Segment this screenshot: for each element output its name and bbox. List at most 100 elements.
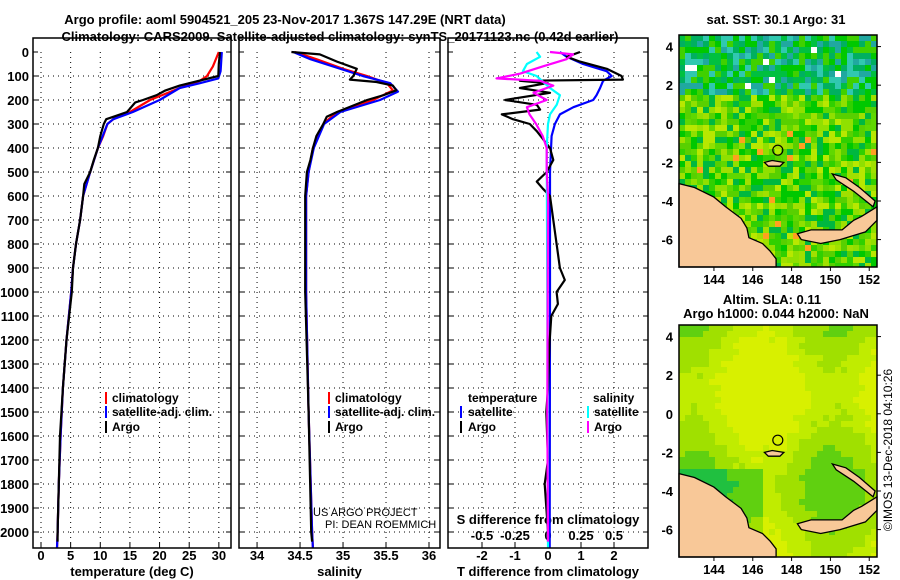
field-cell [751, 101, 757, 107]
field-cell [841, 367, 847, 373]
field-cell [739, 77, 745, 83]
field-cell [781, 553, 787, 557]
field-cell [685, 367, 691, 373]
field-cell [775, 487, 781, 493]
field-cell [847, 95, 853, 101]
field-cell [841, 107, 847, 113]
field-cell [829, 433, 835, 439]
field-cell [787, 493, 793, 499]
field-cell [823, 77, 829, 83]
field-cell [859, 547, 865, 553]
field-cell [805, 433, 811, 439]
field-cell [685, 373, 691, 379]
field-cell [763, 427, 769, 433]
field-cell [739, 439, 745, 445]
field-cell [715, 451, 721, 457]
field-cell [835, 89, 841, 95]
field-cell [745, 385, 751, 391]
field-cell [817, 83, 823, 89]
field-cell [829, 373, 835, 379]
field-cell [811, 221, 817, 227]
x-tick-label: 34.5 [287, 548, 312, 563]
field-cell [781, 511, 787, 517]
field-cell [871, 83, 877, 89]
field-cell [703, 155, 709, 161]
field-cell [841, 391, 847, 397]
field-cell [727, 463, 733, 469]
field-cell [859, 553, 865, 557]
field-cell [757, 119, 763, 125]
field-cell [739, 481, 745, 487]
field-cell [805, 143, 811, 149]
field-cell [769, 233, 775, 239]
field-cell [781, 227, 787, 233]
field-cell [775, 197, 781, 203]
field-cell [853, 457, 859, 463]
field-cell [865, 41, 871, 47]
field-cell [859, 523, 865, 529]
field-cell [757, 439, 763, 445]
field-cell [853, 415, 859, 421]
x-tick-label: 10 [93, 548, 107, 563]
field-cell [781, 95, 787, 101]
field-cell [829, 403, 835, 409]
field-cell [763, 95, 769, 101]
field-cell [733, 173, 739, 179]
field-cell [739, 385, 745, 391]
field-cell [727, 197, 733, 203]
field-cell [781, 101, 787, 107]
field-cell [859, 487, 865, 493]
field-cell [799, 427, 805, 433]
field-cell [793, 481, 799, 487]
field-cell [859, 245, 865, 251]
field-cell [811, 143, 817, 149]
field-cell [835, 47, 841, 53]
field-cell [811, 191, 817, 197]
depth-tick-label: 900 [7, 261, 29, 276]
field-cell [775, 373, 781, 379]
field-cell [739, 137, 745, 143]
field-cell [829, 59, 835, 65]
field-cell [679, 355, 685, 361]
field-cell [829, 385, 835, 391]
field-cell [817, 149, 823, 155]
field-cell [835, 41, 841, 47]
field-cell [745, 143, 751, 149]
field-cell [763, 131, 769, 137]
field-cell [835, 499, 841, 505]
field-cell [733, 385, 739, 391]
field-cell [721, 475, 727, 481]
field-cell [715, 71, 721, 77]
field-cell [787, 385, 793, 391]
field-cell [853, 53, 859, 59]
field-cell [691, 337, 697, 343]
series-line-satellite-adj-clim- [55, 51, 223, 549]
field-cell [871, 263, 877, 267]
field-cell [853, 391, 859, 397]
field-cell [739, 107, 745, 113]
field-cell [835, 391, 841, 397]
field-cell [781, 469, 787, 475]
field-cell [817, 373, 823, 379]
field-cell [757, 95, 763, 101]
field-cell [841, 65, 847, 71]
field-cell [751, 385, 757, 391]
field-cell [775, 227, 781, 233]
field-cell [805, 463, 811, 469]
field-cell [745, 113, 751, 119]
field-cell [811, 203, 817, 209]
field-cell [829, 379, 835, 385]
field-cell [757, 203, 763, 209]
field-cell [859, 47, 865, 53]
field-cell [775, 137, 781, 143]
field-cell [733, 209, 739, 215]
field-cell [709, 325, 715, 331]
field-cell [727, 445, 733, 451]
field-cell [769, 391, 775, 397]
field-cell [709, 451, 715, 457]
field-cell [853, 107, 859, 113]
field-cell [859, 469, 865, 475]
field-cell [829, 65, 835, 71]
field-cell [835, 535, 841, 541]
field-cell [721, 137, 727, 143]
